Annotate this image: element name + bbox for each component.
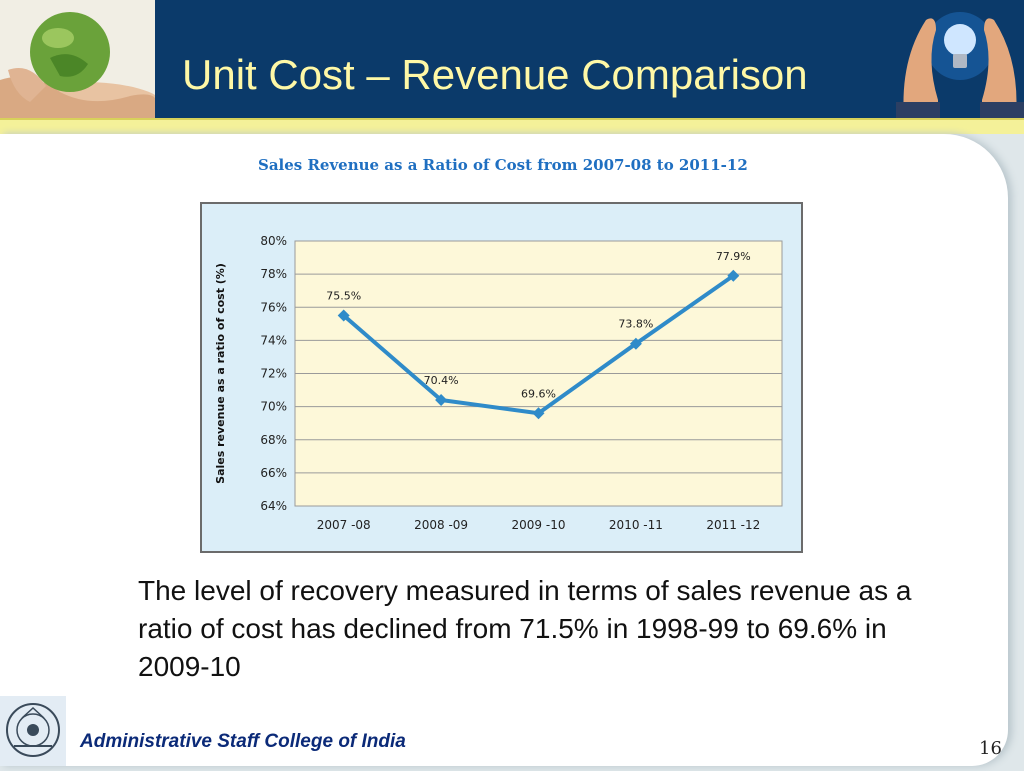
- summary-text: The level of recovery measured in terms …: [138, 575, 912, 682]
- x-tick-label: 2007 -08: [317, 518, 371, 532]
- y-tick-label: 76%: [260, 300, 287, 314]
- axis-ticks: 64% 66% 68% 70% 72% 74% 76% 78% 80% 2007 -08 2008 …: [260, 234, 760, 532]
- data-label: 77.9%: [716, 250, 751, 263]
- slide-title: Unit Cost – Revenue Comparison: [182, 51, 808, 98]
- slide-number: 16: [979, 738, 1002, 759]
- line-chart: 64% 66% 68% 70% 72% 74% 76% 78% 80% 2007 -08 2008 …: [200, 202, 803, 553]
- x-tick-label: 2011 -12: [706, 518, 760, 532]
- asci-emblem-logo: [0, 696, 66, 766]
- y-tick-label: 70%: [260, 400, 287, 414]
- gridlines: [295, 240, 782, 507]
- data-point: [727, 269, 740, 282]
- data-point: [435, 394, 448, 406]
- data-label: 70.4%: [424, 374, 459, 387]
- chart-title: Sales Revenue as a Ratio of Cost from 20…: [258, 156, 748, 174]
- data-label: 73.8%: [618, 318, 653, 331]
- header-stripe: [0, 118, 1024, 134]
- y-tick-label: 78%: [260, 267, 287, 281]
- data-point: [532, 407, 545, 420]
- data-label: 75.5%: [326, 290, 361, 303]
- chart-canvas: 64% 66% 68% 70% 72% 74% 76% 78% 80% 2007 -08 2008 …: [214, 234, 783, 532]
- data-labels: 75.5% 70.4% 69.6% 73.8% 77.9%: [326, 250, 751, 400]
- data-point: [337, 309, 350, 322]
- x-tick-label: 2008 -09: [414, 518, 468, 532]
- data-label: 69.6%: [521, 387, 556, 400]
- y-axis-label: Sales revenue as a ratio of cost (%): [214, 263, 227, 484]
- y-tick-label: 68%: [260, 433, 287, 447]
- y-tick-label: 74%: [260, 333, 287, 347]
- header-band: [0, 0, 1024, 118]
- hands-holding-globe-image: [0, 0, 155, 118]
- data-point: [629, 337, 642, 350]
- footer-institution: Administrative Staff College of India: [80, 731, 406, 752]
- hands-around-lightbulb-image: [896, 0, 1024, 118]
- y-tick-label: 80%: [260, 234, 287, 248]
- x-tick-label: 2009 -10: [512, 518, 566, 532]
- data-points: [337, 269, 740, 420]
- y-tick-label: 64%: [260, 499, 287, 513]
- y-tick-label: 66%: [260, 466, 287, 480]
- y-tick-label: 72%: [260, 367, 287, 381]
- x-tick-label: 2010 -11: [609, 518, 663, 532]
